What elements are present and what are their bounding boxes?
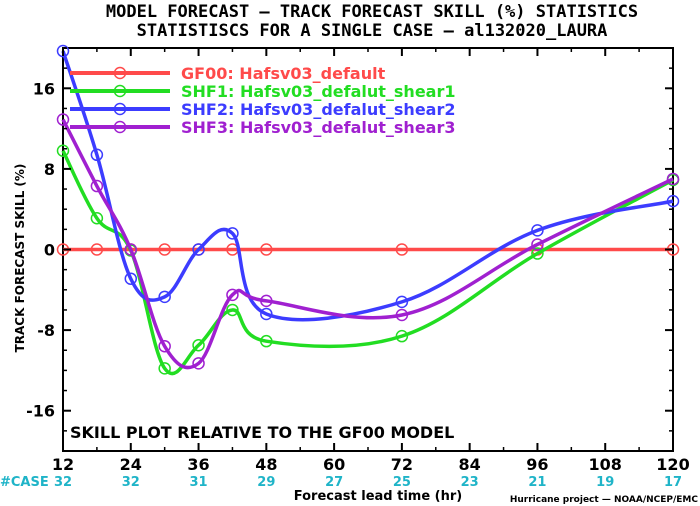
legend-label: SHF2: Hafsv03_defalut_shear2 <box>181 100 455 119</box>
legend-label: SHF3: Hafsv03_defalut_shear3 <box>181 118 455 137</box>
case-count: 21 <box>528 475 546 490</box>
x-axis-label: Forecast lead time (hr) <box>294 489 462 504</box>
data-point <box>395 295 409 309</box>
axes-layer: -16 -8 0 8 16 12 24 36 48 60 72 84 96 108 120 <box>26 47 690 474</box>
data-point <box>666 172 680 186</box>
skill-annotation: SKILL PLOT RELATIVE TO THE GF00 MODEL <box>70 423 454 442</box>
series-layer <box>56 44 680 376</box>
data-point <box>158 339 171 353</box>
data-point <box>260 334 273 348</box>
legend-label: GF00: Hafsv03_default <box>181 64 386 83</box>
data-point <box>124 243 138 256</box>
x-tick-label: 24 <box>120 455 142 474</box>
legend-marker <box>113 66 127 80</box>
data-point <box>395 243 409 256</box>
data-point <box>158 362 171 375</box>
data-point <box>260 243 273 256</box>
case-count: 25 <box>393 475 411 490</box>
data-point <box>192 357 205 370</box>
data-point <box>395 329 409 343</box>
case-count: 17 <box>664 475 682 490</box>
data-point <box>158 243 171 256</box>
chart-title: MODEL FORECAST — TRACK FORECAST SKILL (%… <box>106 2 638 22</box>
y-tick-label: -8 <box>37 321 55 340</box>
legend-marker <box>113 120 127 134</box>
case-count: 23 <box>461 475 479 490</box>
legend-marker <box>113 102 127 116</box>
x-tick-label: 12 <box>52 455 74 474</box>
series-line-2 <box>61 149 674 376</box>
data-point <box>666 194 680 208</box>
data-point <box>531 224 544 237</box>
chart-subtitle: STATISTISCS FOR A SINGLE CASE — al132020… <box>137 21 608 41</box>
x-tick-label: 120 <box>656 455 689 474</box>
case-count: 19 <box>596 475 614 490</box>
data-point <box>531 238 544 251</box>
data-point <box>56 113 70 126</box>
data-point <box>56 144 70 158</box>
data-point <box>158 290 171 304</box>
data-point <box>226 227 239 240</box>
series-line-4 <box>61 118 674 370</box>
y-tick-label: -16 <box>26 402 55 421</box>
x-tick-label: 84 <box>459 455 481 474</box>
data-point <box>56 44 70 58</box>
legend-marker <box>113 84 127 98</box>
case-count: 29 <box>257 475 275 490</box>
data-point <box>226 288 239 302</box>
data-point <box>260 307 273 321</box>
data-point <box>192 338 205 352</box>
data-point <box>531 247 544 260</box>
x-tick-label: 48 <box>255 455 277 474</box>
data-point <box>90 243 104 256</box>
data-point <box>395 308 409 322</box>
data-point <box>226 303 239 317</box>
y-tick-label: 16 <box>33 79 55 98</box>
y-axis-label: TRACK FORECAST SKILL (%) <box>13 164 27 353</box>
case-label: #CASE <box>0 475 49 490</box>
legend-label: SHF1: Hafsv03_defalut_shear1 <box>181 82 455 101</box>
data-point <box>90 212 104 225</box>
data-point <box>260 294 273 308</box>
y-tick-label: 0 <box>44 241 55 260</box>
case-count: 32 <box>54 475 72 490</box>
x-tick-label: 60 <box>323 455 345 474</box>
case-count: 32 <box>122 475 140 490</box>
case-count: 27 <box>325 475 343 490</box>
case-count: 31 <box>190 475 208 490</box>
data-point <box>124 272 138 285</box>
data-point <box>90 148 104 162</box>
credit-text: Hurricane project — NOAA/NCEP/EMC <box>510 495 699 505</box>
x-tick-label: 108 <box>589 455 622 474</box>
data-point <box>192 243 205 256</box>
x-tick-label: 96 <box>526 455 548 474</box>
x-tick-label: 36 <box>187 455 209 474</box>
case-counts: 32 32 31 29 27 25 23 21 19 17 <box>54 475 682 490</box>
x-tick-label: 72 <box>391 455 413 474</box>
data-point <box>90 179 104 193</box>
y-tick-label: 8 <box>44 160 55 179</box>
